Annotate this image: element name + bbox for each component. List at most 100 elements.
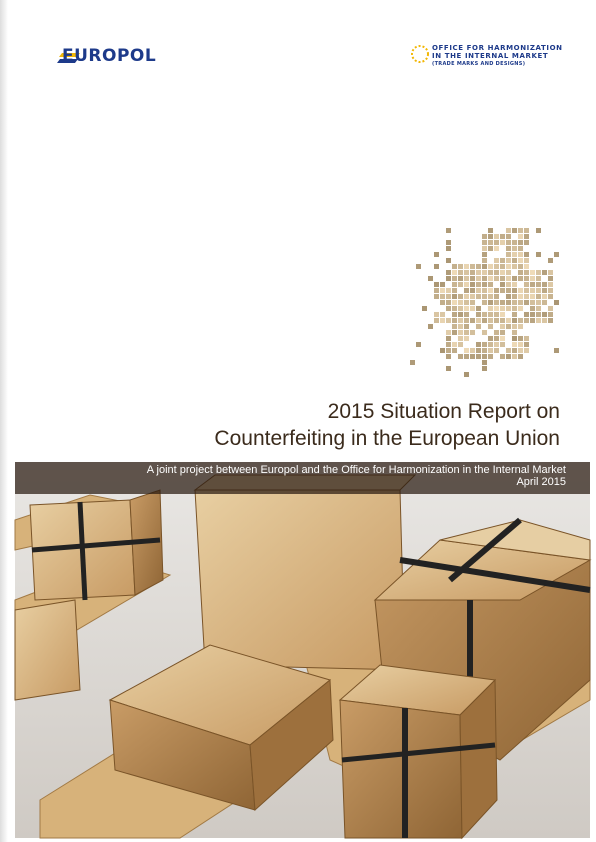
map-pixel: [506, 228, 511, 233]
map-pixel: [518, 276, 523, 281]
map-pixel: [446, 366, 451, 371]
map-pixel: [500, 300, 505, 305]
map-pixel: [434, 252, 439, 257]
map-pixel: [446, 228, 451, 233]
map-pixel: [512, 252, 517, 257]
map-pixel: [548, 294, 553, 299]
map-pixel: [458, 336, 463, 341]
map-pixel: [518, 354, 523, 359]
map-pixel: [416, 264, 421, 269]
map-pixel: [488, 324, 493, 329]
map-pixel: [464, 312, 469, 317]
map-pixel: [452, 330, 457, 335]
map-pixel: [446, 276, 451, 281]
map-pixel: [518, 336, 523, 341]
map-pixel: [518, 234, 523, 239]
map-pixel: [464, 324, 469, 329]
map-pixel: [518, 348, 523, 353]
map-pixel: [464, 336, 469, 341]
map-pixel: [524, 252, 529, 257]
map-pixel: [524, 240, 529, 245]
map-pixel: [470, 300, 475, 305]
map-pixel: [530, 270, 535, 275]
map-pixel: [494, 306, 499, 311]
map-pixel: [446, 336, 451, 341]
map-pixel: [482, 366, 487, 371]
map-pixel: [488, 228, 493, 233]
map-pixel: [506, 318, 511, 323]
map-pixel: [464, 330, 469, 335]
map-pixel: [446, 300, 451, 305]
map-pixel: [524, 348, 529, 353]
map-pixel: [440, 348, 445, 353]
map-pixel: [482, 294, 487, 299]
map-pixel: [506, 282, 511, 287]
map-pixel: [440, 300, 445, 305]
map-pixel: [548, 306, 553, 311]
map-pixel: [464, 294, 469, 299]
map-pixel: [446, 330, 451, 335]
map-pixel: [434, 312, 439, 317]
map-pixel: [500, 288, 505, 293]
map-pixel: [470, 294, 475, 299]
map-pixel: [500, 306, 505, 311]
map-pixel: [476, 270, 481, 275]
map-pixel: [434, 264, 439, 269]
map-pixel: [506, 252, 511, 257]
map-pixel: [464, 282, 469, 287]
map-pixel: [458, 282, 463, 287]
map-pixel: [488, 276, 493, 281]
map-pixel: [446, 354, 451, 359]
map-pixel: [476, 282, 481, 287]
map-pixel: [548, 282, 553, 287]
map-pixel: [506, 240, 511, 245]
map-pixel: [482, 282, 487, 287]
ohim-emblem: [412, 46, 428, 62]
ohim-line: OFFICE FOR HARMONIZATION: [432, 44, 563, 52]
map-pixel: [506, 294, 511, 299]
map-pixel: [494, 342, 499, 347]
map-pixel: [470, 264, 475, 269]
ohim-logo: OFFICE FOR HARMONIZATION IN THE INTERNAL…: [432, 44, 563, 68]
map-pixel: [524, 342, 529, 347]
map-pixel: [524, 318, 529, 323]
map-pixel: [518, 288, 523, 293]
map-pixel: [452, 270, 457, 275]
map-pixel: [530, 306, 535, 311]
map-pixel: [500, 234, 505, 239]
map-pixel: [542, 318, 547, 323]
map-pixel: [482, 348, 487, 353]
map-pixel: [512, 312, 517, 317]
map-pixel: [518, 252, 523, 257]
map-pixel: [530, 300, 535, 305]
map-pixel: [458, 300, 463, 305]
map-pixel: [458, 264, 463, 269]
report-title: 2015 Situation Report on Counterfeiting …: [214, 398, 560, 452]
map-pixel: [554, 348, 559, 353]
map-pixel: [506, 264, 511, 269]
map-pixel: [488, 270, 493, 275]
map-pixel: [482, 270, 487, 275]
map-pixel: [452, 348, 457, 353]
map-pixel: [488, 348, 493, 353]
map-pixel: [500, 258, 505, 263]
map-pixel: [458, 324, 463, 329]
map-pixel: [512, 330, 517, 335]
map-pixel: [458, 342, 463, 347]
map-pixel: [464, 306, 469, 311]
map-pixel: [452, 294, 457, 299]
map-pixel: [536, 270, 541, 275]
title-line: Counterfeiting in the European Union: [214, 425, 560, 452]
map-pixel: [548, 312, 553, 317]
map-pixel: [464, 372, 469, 377]
map-pixel: [494, 276, 499, 281]
map-pixel: [536, 312, 541, 317]
map-pixel: [488, 234, 493, 239]
map-pixel: [494, 240, 499, 245]
map-pixel: [446, 294, 451, 299]
map-pixel: [512, 342, 517, 347]
map-pixel: [536, 306, 541, 311]
map-pixel: [536, 276, 541, 281]
map-pixel: [476, 312, 481, 317]
map-pixel: [530, 288, 535, 293]
